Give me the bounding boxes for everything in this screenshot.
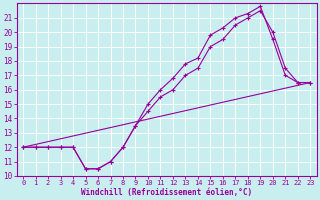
- X-axis label: Windchill (Refroidissement éolien,°C): Windchill (Refroidissement éolien,°C): [81, 188, 252, 197]
